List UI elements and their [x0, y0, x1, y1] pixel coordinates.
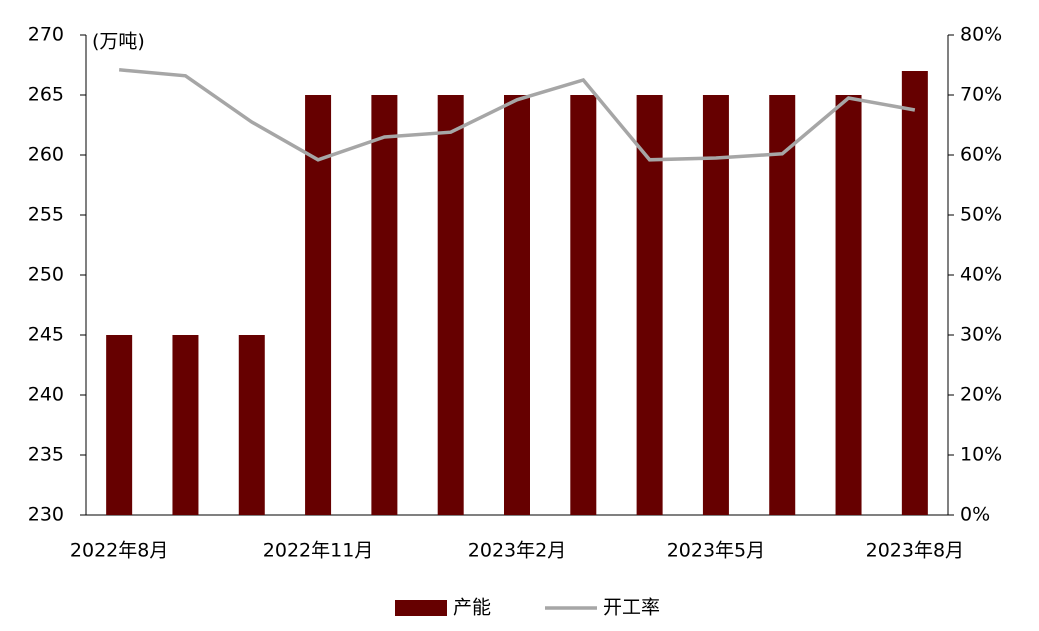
y2-tick-label: 20% [960, 384, 1002, 406]
bar [570, 95, 597, 515]
x-tick-label: 2023年5月 [667, 540, 765, 562]
y2-tick-label: 50% [960, 204, 1002, 226]
legend-label: 开工率 [603, 597, 660, 619]
bar [437, 95, 464, 515]
y-unit-label: (万吨) [92, 31, 145, 53]
y2-tick-label: 40% [960, 264, 1002, 286]
bar [504, 95, 530, 515]
y-tick-label: 230 [28, 504, 64, 526]
y2-tick-label: 60% [960, 144, 1002, 166]
legend-swatch [395, 600, 447, 616]
y2-tick-label: 30% [960, 324, 1002, 346]
x-tick-label: 2023年2月 [468, 540, 566, 562]
y-tick-label: 235 [28, 444, 64, 466]
bar [371, 95, 398, 515]
bar [769, 95, 796, 515]
y2-tick-label: 80% [960, 24, 1002, 46]
bar [835, 95, 862, 515]
bar [172, 335, 199, 515]
bar [106, 335, 133, 515]
y-tick-label: 265 [28, 84, 64, 106]
y-tick-label: 250 [28, 264, 64, 286]
bar [238, 335, 265, 515]
bar [305, 95, 332, 515]
legend-label: 产能 [453, 597, 491, 619]
y-tick-label: 260 [28, 144, 64, 166]
bar [702, 95, 729, 515]
y-tick-label: 245 [28, 324, 64, 346]
y-tick-label: 270 [28, 24, 64, 46]
y-tick-label: 240 [28, 384, 64, 406]
y2-tick-label: 10% [960, 444, 1002, 466]
y2-tick-label: 70% [960, 84, 1002, 106]
line [118, 68, 916, 162]
bar [901, 71, 928, 515]
x-tick-label: 2022年11月 [263, 540, 374, 562]
x-tick-label: 2023年8月 [866, 540, 964, 562]
x-tick-label: 2022年8月 [70, 540, 168, 562]
y-tick-label: 255 [28, 204, 64, 226]
bar [636, 95, 663, 515]
y2-tick-label: 0% [960, 504, 990, 526]
